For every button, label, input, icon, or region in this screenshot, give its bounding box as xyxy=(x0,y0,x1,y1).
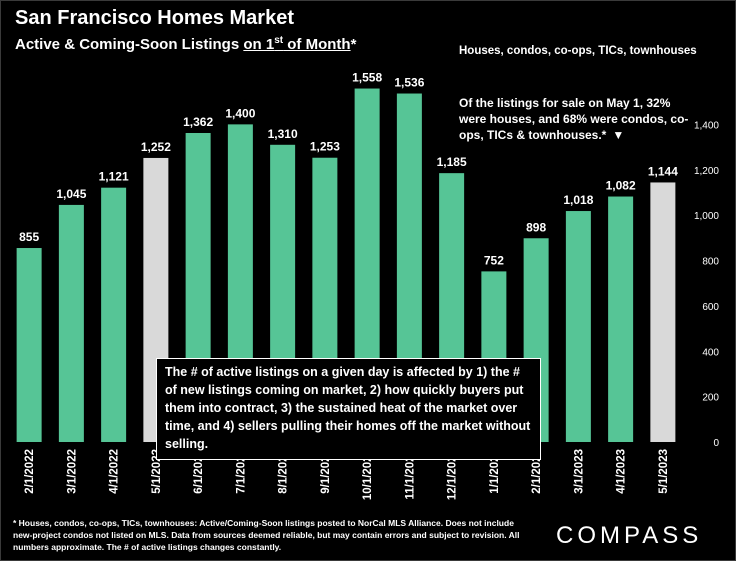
data-label-8/1/2022: 1,310 xyxy=(268,127,298,141)
bar-3/1/2023 xyxy=(565,211,591,442)
subtitle-text: Active & Coming-Soon Listings xyxy=(15,36,244,53)
data-label-5/1/2022: 1,252 xyxy=(141,140,171,154)
data-label-4/1/2023: 1,082 xyxy=(606,179,636,193)
x-tick-label-5/1/2023: 5/1/2023 xyxy=(658,449,670,494)
x-tick-label-8/1/2022: 8/1/2022 xyxy=(278,449,290,494)
x-tick-label-4/1/2023: 4/1/2023 xyxy=(616,449,628,494)
compass-logo: COMPASS xyxy=(556,522,703,549)
y-tick-label-400: 400 xyxy=(702,347,719,358)
data-label-5/1/2023: 1,144 xyxy=(648,164,678,178)
data-label-9/1/2022: 1,253 xyxy=(310,140,340,154)
x-tick-label-6/1/2022: 6/1/2022 xyxy=(193,449,205,494)
bar-3/1/2022 xyxy=(58,204,84,442)
chart-title: San Francisco Homes Market xyxy=(15,7,294,29)
y-tick-label-600: 600 xyxy=(702,302,719,313)
bar-4/1/2022 xyxy=(101,187,127,442)
data-label-2/1/2022: 855 xyxy=(19,230,39,244)
data-label-7/1/2022: 1,400 xyxy=(225,106,255,120)
x-tick-label-3/1/2023: 3/1/2023 xyxy=(573,449,585,494)
data-label-1/1/2023: 752 xyxy=(484,253,504,267)
data-label-10/1/2022: 1,558 xyxy=(352,71,382,85)
x-tick-label-3/1/2022: 3/1/2022 xyxy=(66,449,78,494)
x-tick-label-5/1/2022: 5/1/2022 xyxy=(151,449,163,494)
bar-5/1/2023 xyxy=(650,182,676,442)
down-arrow-icon: ▼ xyxy=(612,128,625,142)
data-label-3/1/2022: 1,045 xyxy=(56,187,86,201)
data-label-6/1/2022: 1,362 xyxy=(183,115,213,129)
x-tick-label-11/1/2022: 11/1/2022 xyxy=(404,449,416,500)
subtitle-underlined: on 1st of Month xyxy=(243,35,351,53)
data-label-4/1/2022: 1,121 xyxy=(99,170,129,184)
bar-4/1/2023 xyxy=(608,196,634,442)
y-tick-label-1000: 1,000 xyxy=(694,211,719,222)
subtitle-underlined-pre: on 1 xyxy=(243,36,275,53)
x-tick-label-10/1/2022: 10/1/2022 xyxy=(362,449,374,500)
data-label-11/1/2022: 1,536 xyxy=(394,76,424,90)
data-label-12/1/2022: 1,185 xyxy=(437,155,467,169)
bar-2/1/2022 xyxy=(16,248,42,442)
may-breakdown-note: Of the listings for sale on May 1, 32% w… xyxy=(459,95,691,143)
data-label-3/1/2023: 1,018 xyxy=(563,193,593,207)
x-tick-label-1/1/2023: 1/1/2023 xyxy=(489,449,501,494)
x-tick-label-9/1/2022: 9/1/2022 xyxy=(320,449,332,494)
x-tick-label-12/1/2022: 12/1/2022 xyxy=(447,449,459,500)
subtitle-underlined-post: of Month xyxy=(283,36,351,53)
x-tick-label-7/1/2022: 7/1/2022 xyxy=(235,449,247,494)
may-breakdown-text: Of the listings for sale on May 1, 32% w… xyxy=(459,96,689,142)
x-tick-label-2/1/2022: 2/1/2022 xyxy=(24,449,36,494)
y-tick-label-1200: 1,200 xyxy=(694,166,719,177)
y-tick-label-200: 200 xyxy=(702,393,719,404)
subtitle-asterisk: * xyxy=(350,36,357,53)
chart-subtitle: Active & Coming-Soon Listings on 1st of … xyxy=(15,35,356,53)
data-label-2/1/2023: 898 xyxy=(526,220,546,234)
subtitle-superscript: st xyxy=(274,35,284,46)
x-tick-label-2/1/2023: 2/1/2023 xyxy=(531,449,543,494)
y-tick-label-800: 800 xyxy=(702,257,719,268)
footnote: * Houses, condos, co-ops, TICs, townhous… xyxy=(13,518,520,552)
x-tick-label-4/1/2022: 4/1/2022 xyxy=(109,449,121,494)
callout-box: The # of active listings on a given day … xyxy=(156,358,541,460)
y-tick-label-1400: 1,400 xyxy=(694,120,719,131)
y-tick-label-0: 0 xyxy=(713,438,719,449)
property-scope-label: Houses, condos, co-ops, TICs, townhouses xyxy=(459,45,697,57)
